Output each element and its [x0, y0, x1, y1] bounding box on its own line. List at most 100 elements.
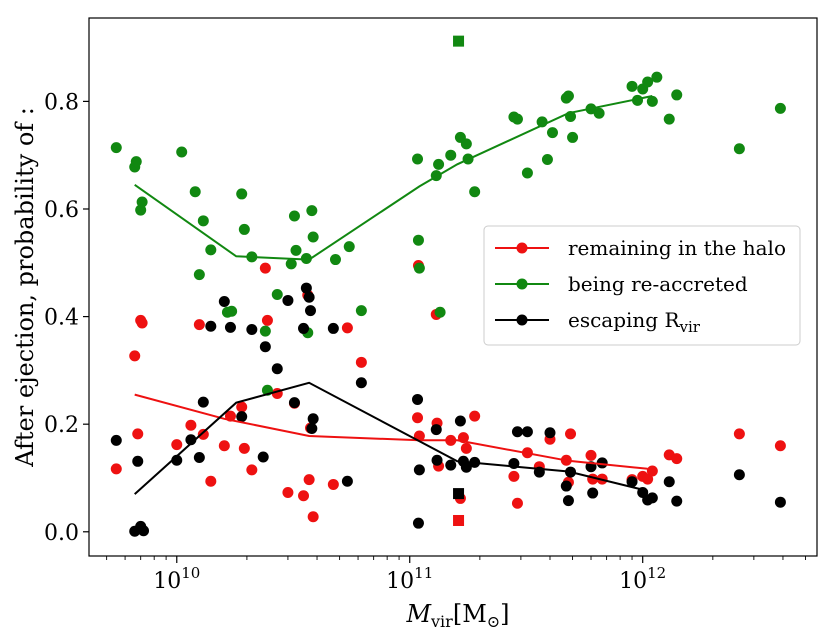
data-point	[306, 205, 318, 217]
marks-layer	[110, 35, 786, 537]
data-point	[307, 231, 319, 243]
data-point	[300, 282, 312, 294]
data-point	[197, 396, 209, 408]
series-group	[110, 282, 786, 537]
data-point	[434, 306, 446, 318]
data-point	[193, 319, 205, 331]
data-point	[774, 496, 786, 508]
data-point	[511, 426, 523, 438]
data-point	[642, 473, 654, 485]
y-tick-label: 0.2	[44, 413, 79, 438]
data-point	[205, 475, 217, 487]
special-square-marker	[453, 514, 465, 526]
y-axis-label: After ejection, probability of :	[11, 107, 39, 468]
data-point	[288, 210, 300, 222]
data-point	[774, 440, 786, 452]
data-point	[285, 258, 297, 270]
data-point	[189, 186, 201, 198]
data-point	[197, 215, 209, 227]
y-tick-label: 0.8	[44, 90, 79, 115]
data-point	[671, 89, 683, 101]
data-point	[132, 428, 144, 440]
data-point	[355, 377, 367, 389]
data-point	[541, 153, 553, 165]
data-point	[511, 113, 523, 125]
data-point	[185, 434, 197, 446]
data-point	[171, 439, 183, 451]
data-point	[304, 305, 316, 317]
data-point	[560, 480, 572, 492]
data-point	[271, 289, 283, 301]
data-point	[246, 324, 258, 336]
plot-frame	[88, 17, 818, 557]
data-point	[259, 325, 271, 337]
data-point	[329, 254, 341, 266]
data-point	[341, 475, 353, 487]
data-point	[651, 71, 663, 83]
data-point	[261, 314, 273, 326]
legend-label-remaining: remaining in the halo	[568, 236, 786, 260]
data-point	[110, 142, 122, 154]
data-point	[307, 413, 319, 425]
data-point	[341, 322, 353, 334]
data-point	[671, 495, 683, 507]
data-point	[733, 143, 745, 155]
data-point	[460, 138, 472, 150]
data-point	[585, 449, 597, 461]
data-point	[663, 113, 675, 125]
ticks-layer: 0.0 0.2 0.4 0.6 0.8 1010 1011 1012	[44, 90, 806, 594]
data-point	[238, 442, 250, 454]
data-point	[110, 463, 122, 475]
data-point	[197, 428, 209, 440]
data-point	[226, 305, 238, 317]
series-trend-line	[134, 381, 648, 495]
x-tick-label: 1012	[619, 564, 666, 594]
data-point	[290, 244, 302, 256]
data-point	[218, 440, 230, 452]
data-point	[205, 320, 217, 332]
data-point	[303, 474, 315, 486]
data-point	[587, 487, 599, 499]
legend-marker-reaccreted	[516, 278, 528, 290]
x-tick-label: 1011	[386, 564, 433, 594]
data-point	[130, 156, 142, 168]
data-point	[412, 393, 424, 405]
data-point	[430, 424, 442, 436]
y-tick-label: 0.4	[44, 306, 79, 331]
data-point	[355, 305, 367, 317]
data-point	[562, 495, 574, 507]
data-point	[671, 453, 683, 465]
data-point	[129, 350, 141, 362]
data-point	[511, 497, 523, 509]
data-point	[259, 341, 271, 353]
special-square-marker	[453, 488, 465, 500]
data-point	[445, 459, 457, 471]
legend-marker-escaping	[516, 314, 528, 326]
y-tick-label: 0.6	[44, 198, 79, 223]
data-point	[288, 397, 300, 409]
data-point	[303, 291, 315, 303]
data-point	[246, 464, 258, 476]
legend-box	[483, 225, 801, 346]
data-point	[205, 244, 217, 256]
data-point	[343, 241, 355, 253]
data-point	[271, 363, 283, 375]
data-point	[646, 492, 658, 504]
data-point	[224, 321, 236, 333]
data-point	[138, 525, 150, 537]
data-point	[454, 415, 466, 427]
legend-marker-remaining	[516, 242, 528, 254]
data-point	[593, 107, 605, 119]
data-point	[521, 167, 533, 179]
data-point	[193, 269, 205, 281]
series-trend-line	[134, 95, 653, 261]
data-point	[298, 322, 310, 334]
data-point	[508, 470, 520, 482]
data-point	[238, 223, 250, 235]
y-tick-label: 0.0	[44, 521, 79, 546]
data-point	[218, 296, 230, 308]
data-point	[733, 428, 745, 440]
data-point	[413, 262, 425, 274]
legend: remaining in the halo being re-accreted …	[483, 225, 801, 346]
data-point	[327, 478, 339, 490]
